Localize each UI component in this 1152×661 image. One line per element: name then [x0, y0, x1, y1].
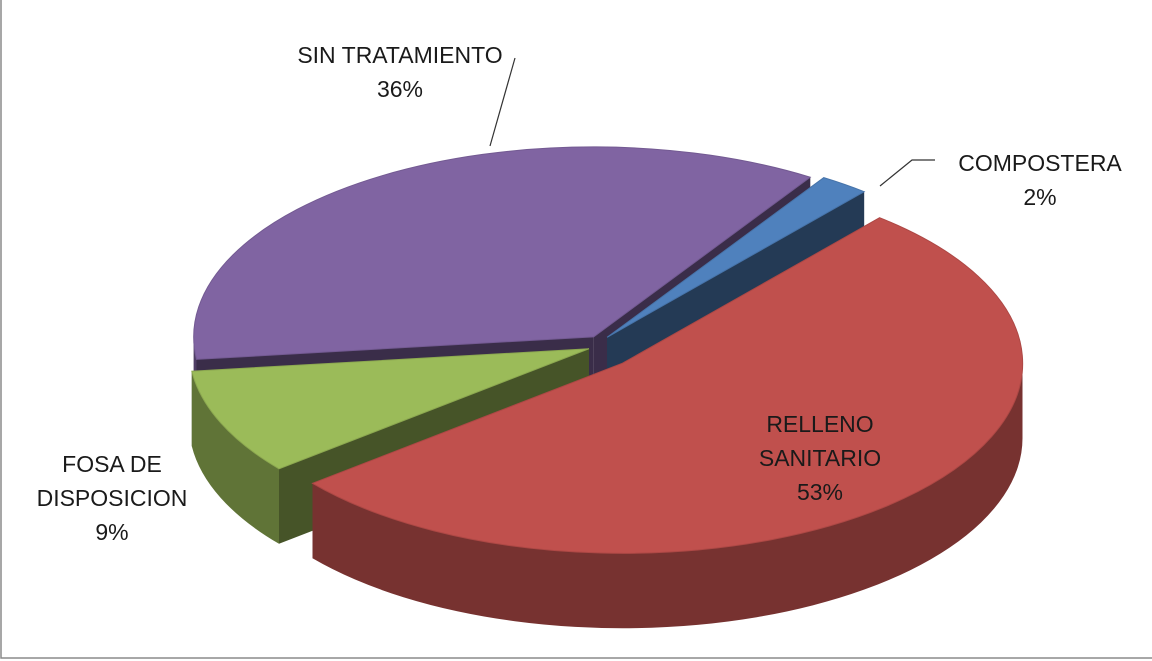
category-name: FOSA DE DISPOSICION — [36, 451, 188, 511]
value-label: 36% — [376, 76, 424, 102]
category-name: RELLENO SANITARIO — [758, 411, 882, 471]
value-label: 9% — [95, 519, 129, 545]
slice — [311, 217, 1024, 554]
slice — [193, 146, 812, 360]
slice-label: SIN TRATAMIENTO 36% — [290, 38, 510, 106]
slice-side — [312, 363, 1023, 629]
slice-label: COMPOSTERA 2% — [930, 146, 1150, 214]
leader-line — [879, 159, 935, 187]
slice — [191, 348, 590, 470]
leader-line — [489, 57, 516, 147]
value-label: 2% — [1023, 184, 1057, 210]
category-name: SIN TRATAMIENTO — [297, 42, 503, 68]
category-name: COMPOSTERA — [958, 150, 1122, 176]
slice — [606, 177, 866, 338]
value-label: 53% — [796, 479, 844, 505]
slice-label: RELLENO SANITARIO 53% — [725, 407, 915, 509]
slice-label: FOSA DE DISPOSICION 9% — [12, 447, 212, 549]
